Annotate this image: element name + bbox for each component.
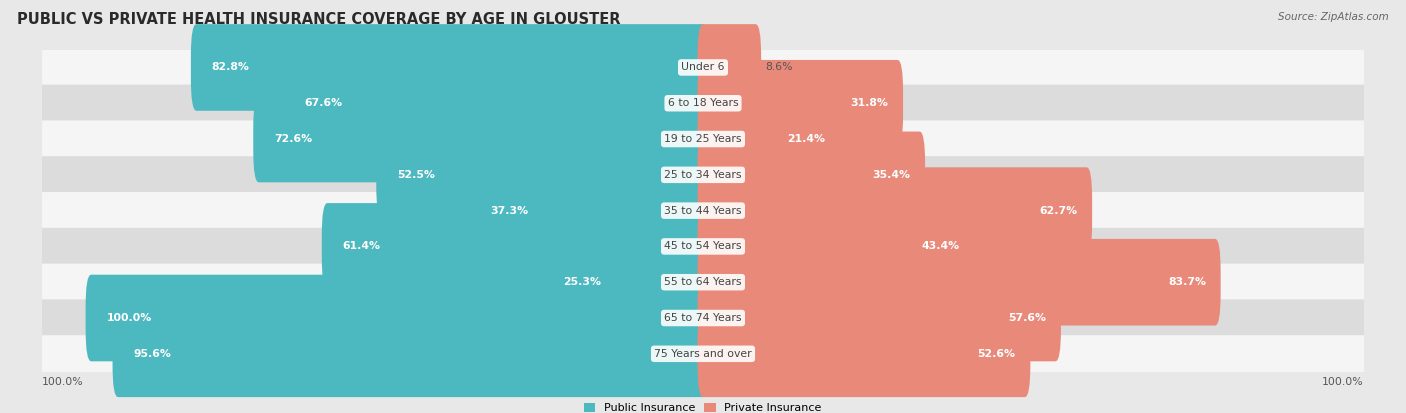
Text: 37.3%: 37.3% (491, 206, 529, 216)
Text: 62.7%: 62.7% (1039, 206, 1077, 216)
FancyBboxPatch shape (470, 167, 709, 254)
Text: PUBLIC VS PRIVATE HEALTH INSURANCE COVERAGE BY AGE IN GLOUSTER: PUBLIC VS PRIVATE HEALTH INSURANCE COVER… (17, 12, 620, 27)
FancyBboxPatch shape (42, 156, 1364, 193)
FancyBboxPatch shape (42, 299, 1364, 337)
FancyBboxPatch shape (543, 239, 709, 325)
FancyBboxPatch shape (697, 311, 1031, 397)
Text: 25.3%: 25.3% (564, 277, 602, 287)
Text: 21.4%: 21.4% (787, 134, 825, 144)
Text: 100.0%: 100.0% (107, 313, 152, 323)
FancyBboxPatch shape (697, 60, 903, 147)
FancyBboxPatch shape (42, 228, 1364, 265)
FancyBboxPatch shape (42, 335, 1364, 373)
FancyBboxPatch shape (42, 263, 1364, 301)
FancyBboxPatch shape (697, 203, 974, 290)
Text: Under 6: Under 6 (682, 62, 724, 72)
Text: 19 to 25 Years: 19 to 25 Years (664, 134, 742, 144)
FancyBboxPatch shape (86, 275, 709, 361)
Text: 45 to 54 Years: 45 to 54 Years (664, 242, 742, 252)
Text: 25 to 34 Years: 25 to 34 Years (664, 170, 742, 180)
FancyBboxPatch shape (284, 60, 709, 147)
Text: 31.8%: 31.8% (851, 98, 889, 108)
Text: 57.6%: 57.6% (1008, 313, 1046, 323)
FancyBboxPatch shape (42, 192, 1364, 229)
FancyBboxPatch shape (697, 275, 1062, 361)
FancyBboxPatch shape (697, 131, 925, 218)
Text: 95.6%: 95.6% (134, 349, 172, 359)
Text: 52.5%: 52.5% (396, 170, 434, 180)
Text: 65 to 74 Years: 65 to 74 Years (664, 313, 742, 323)
Text: 100.0%: 100.0% (42, 377, 84, 387)
Text: 52.6%: 52.6% (977, 349, 1015, 359)
FancyBboxPatch shape (112, 311, 709, 397)
Text: 100.0%: 100.0% (1322, 377, 1364, 387)
FancyBboxPatch shape (42, 49, 1364, 86)
Text: 83.7%: 83.7% (1168, 277, 1206, 287)
Text: 67.6%: 67.6% (305, 98, 343, 108)
Text: 55 to 64 Years: 55 to 64 Years (664, 277, 742, 287)
FancyBboxPatch shape (42, 121, 1364, 158)
FancyBboxPatch shape (191, 24, 709, 111)
Text: 43.4%: 43.4% (921, 242, 959, 252)
FancyBboxPatch shape (697, 24, 761, 111)
Text: Source: ZipAtlas.com: Source: ZipAtlas.com (1278, 12, 1389, 22)
Text: 8.6%: 8.6% (765, 62, 793, 72)
FancyBboxPatch shape (322, 203, 709, 290)
Legend: Public Insurance, Private Insurance: Public Insurance, Private Insurance (579, 399, 827, 413)
FancyBboxPatch shape (377, 131, 709, 218)
FancyBboxPatch shape (253, 96, 709, 183)
Text: 6 to 18 Years: 6 to 18 Years (668, 98, 738, 108)
Text: 35.4%: 35.4% (873, 170, 911, 180)
Text: 61.4%: 61.4% (343, 242, 381, 252)
Text: 82.8%: 82.8% (212, 62, 249, 72)
Text: 72.6%: 72.6% (274, 134, 312, 144)
Text: 75 Years and over: 75 Years and over (654, 349, 752, 359)
FancyBboxPatch shape (697, 239, 1220, 325)
FancyBboxPatch shape (697, 167, 1092, 254)
Text: 35 to 44 Years: 35 to 44 Years (664, 206, 742, 216)
FancyBboxPatch shape (42, 85, 1364, 122)
FancyBboxPatch shape (697, 96, 839, 183)
